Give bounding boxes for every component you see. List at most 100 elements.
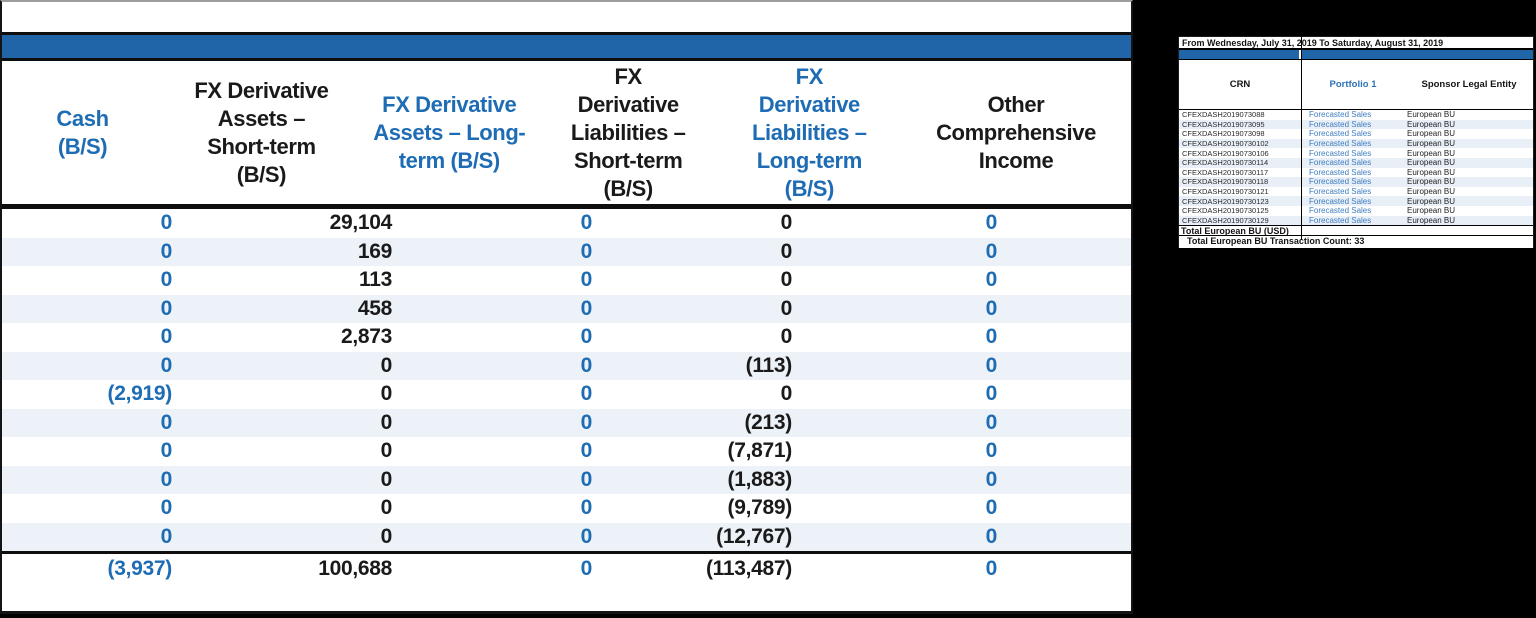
- cell-fx-derivative-assets-short-term: 29,104: [329, 211, 393, 235]
- side-table-body: CFEXDASH2019073088 Forecasted Sales Europe…: [1179, 110, 1533, 226]
- column-header-portfolio: Portfolio 1: [1329, 79, 1377, 90]
- cell-fx-derivative-liabilities-short-term: 0: [780, 239, 793, 263]
- list-item: CFEXDASH20190730106 Forecasted Sales Europ…: [1179, 148, 1533, 158]
- cell-cash: 0: [160, 353, 173, 377]
- cell-cash: (2,919): [107, 382, 173, 406]
- column-header-other-comprehensive-income-text: Other Comprehensive Income: [936, 91, 1096, 173]
- cell-fx-derivative-assets-short-term: 113: [359, 268, 392, 292]
- cell-fx-derivative-liabilities-long-term: 0: [985, 296, 998, 320]
- crn-value: CFEXDASH20190730114: [1182, 158, 1269, 168]
- portfolio-value: Forecasted Sales: [1309, 129, 1372, 139]
- crn-value: CFEXDASH20190730118: [1182, 177, 1269, 187]
- portfolio-value: Forecasted Sales: [1309, 158, 1372, 168]
- sponsor-entity-value: European BU: [1407, 119, 1456, 129]
- portfolio-value: Forecasted Sales: [1309, 167, 1372, 177]
- list-item: CFEXDASH20190730102 Forecasted Sales Europ…: [1179, 138, 1533, 149]
- sponsor-entity-value: European BU: [1407, 129, 1456, 139]
- cell-fx-derivative-assets-long-term: 0: [580, 496, 593, 520]
- divider: [2, 58, 1131, 61]
- cell-fx-derivative-liabilities-short-term: (113): [745, 353, 793, 377]
- sponsor-entity-value: European BU: [1407, 158, 1456, 168]
- cell-fx-derivative-assets-short-term: 0: [380, 439, 393, 463]
- sponsor-entity-value: European BU: [1407, 177, 1456, 187]
- cell-fx-derivative-liabilities-long-term: 0: [985, 239, 998, 263]
- cell-fx-derivative-liabilities-long-term: 0: [985, 467, 998, 491]
- cell-fx-derivative-assets-long-term: 0: [580, 524, 593, 548]
- cell-cash: 0: [160, 268, 173, 292]
- table-row: 0 113 0 0 0: [2, 266, 1131, 295]
- divider: [2, 32, 1131, 35]
- portfolio-value: Forecasted Sales: [1309, 206, 1372, 216]
- cell-fx-derivative-liabilities-short-term: 0: [780, 325, 793, 349]
- cell-fx-derivative-assets-short-term: 0: [380, 353, 393, 377]
- crn-value: CFEXDASH20190730117: [1182, 167, 1269, 177]
- portfolio-value: Forecasted Sales: [1309, 177, 1372, 187]
- cell-cash: 0: [160, 239, 173, 263]
- column-header-fx-derivative-liabilities-long-term: FX Derivative Liabilities – Long-term (B…: [752, 63, 867, 201]
- cell-cash: 0: [160, 211, 173, 235]
- column-header-crn: CRN: [1229, 79, 1251, 90]
- column-header-sponsor-legal-entity: Sponsor Legal Entity: [1421, 79, 1517, 90]
- total-divider: [2, 551, 1131, 554]
- main-table-body: 0 29,104 0 0 0 0 169 0 0 0 0 113 0 0 0 0 458 0 0 0 0 2,873 0 0 0…: [2, 209, 1131, 551]
- cell-cash: 0: [160, 467, 173, 491]
- table-row: 0 169 0 0 0: [2, 237, 1131, 266]
- cell-cash: 0: [160, 496, 173, 520]
- cell-fx-derivative-liabilities-short-term: 0: [780, 211, 793, 235]
- fx-balance-sheet-table: Cash (B/S) FX Derivative Assets – Short-t…: [0, 0, 1133, 614]
- cell-fx-derivative-liabilities-long-term: 0: [985, 524, 998, 548]
- cell-fx-derivative-liabilities-short-term: (213): [744, 410, 792, 434]
- crn-value: CFEXDASH20190730129: [1182, 215, 1269, 225]
- cell-fx-derivative-assets-short-term: 458: [357, 296, 392, 320]
- sponsor-entity-value: European BU: [1407, 148, 1456, 158]
- list-item: CFEXDASH2019073098 Forecasted Sales Europe…: [1179, 129, 1533, 139]
- crn-value: CFEXDASH20190730106: [1182, 148, 1269, 158]
- cell-fx-derivative-liabilities-short-term: (1,883): [727, 467, 793, 491]
- total-fx-derivative-liabilities-long-term: 0: [985, 557, 998, 580]
- cell-cash: 0: [160, 439, 173, 463]
- portfolio-value: Forecasted Sales: [1309, 215, 1372, 225]
- cell-fx-derivative-assets-short-term: 0: [380, 467, 393, 491]
- crn-value: CFEXDASH2019073098: [1182, 129, 1265, 139]
- cell-fx-derivative-liabilities-long-term: 0: [985, 268, 998, 292]
- table-row: 0 0 0 (113) 0: [2, 351, 1131, 380]
- cell-fx-derivative-assets-short-term: 0: [380, 524, 393, 548]
- list-item: CFEXDASH20190730114 Forecasted Sales Europ…: [1179, 157, 1533, 168]
- list-item: CFEXDASH20190730121 Forecasted Sales Europ…: [1179, 186, 1533, 197]
- table-row: 0 0 0 (213) 0: [2, 408, 1131, 437]
- cell-fx-derivative-liabilities-short-term: 0: [780, 296, 793, 320]
- total-fx-derivative-assets-short-term: 100,688: [318, 557, 392, 580]
- cell-fx-derivative-assets-short-term: 0: [380, 496, 393, 520]
- list-item: CFEXDASH20190730123 Forecasted Sales Europ…: [1179, 196, 1533, 206]
- total-european-bu-label: Total European BU (USD): [1181, 226, 1289, 237]
- sponsor-entity-value: European BU: [1407, 196, 1456, 206]
- cell-fx-derivative-assets-short-term: 169: [357, 239, 392, 263]
- sponsor-entity-value: European BU: [1407, 167, 1456, 177]
- cell-fx-derivative-liabilities-long-term: 0: [985, 211, 998, 235]
- table-row: 0 0 0 (9,789) 0: [2, 494, 1131, 523]
- sponsor-entity-value: European BU: [1407, 110, 1456, 120]
- transaction-count-label: Total European BU Transaction Count: 33: [1179, 236, 1533, 248]
- cell-fx-derivative-assets-long-term: 0: [580, 467, 593, 491]
- cell-cash: 0: [160, 524, 173, 548]
- sponsor-entity-value: European BU: [1407, 215, 1456, 225]
- cell-fx-derivative-liabilities-long-term: 0: [985, 325, 998, 349]
- portfolio-value: Forecasted Sales: [1309, 148, 1372, 158]
- crn-value: CFEXDASH20190730102: [1182, 139, 1269, 149]
- crn-value: CFEXDASH20190730121: [1182, 187, 1269, 197]
- side-table-header-row: CRN Portfolio 1 Sponsor Legal Entity: [1179, 60, 1533, 110]
- total-fx-derivative-liabilities-short-term: (113,487): [705, 557, 792, 580]
- cell-cash: 0: [160, 325, 173, 349]
- cell-fx-derivative-liabilities-long-term: 0: [985, 439, 998, 463]
- table-row: 0 0 0 (12,767) 0: [2, 522, 1131, 551]
- crn-value: CFEXDASH20190730123: [1182, 196, 1269, 206]
- crn-value: CFEXDASH2019073095: [1182, 119, 1265, 129]
- table-row: 0 0 0 (7,871) 0: [2, 437, 1131, 466]
- column-header-other-comprehensive-income: Other Comprehensive Income: [901, 61, 1131, 204]
- column-header-fx-derivative-liabilities-short-term: FX Derivative Liabilities – Short-term (…: [570, 63, 686, 201]
- table-bottom-spacer: [2, 584, 1131, 611]
- table-row: 0 0 0 (1,883) 0: [2, 465, 1131, 494]
- cell-fx-derivative-liabilities-long-term: 0: [985, 496, 998, 520]
- list-item: CFEXDASH2019073088 Forecasted Sales Europe…: [1179, 110, 1533, 120]
- table-row: 0 29,104 0 0 0: [2, 209, 1131, 238]
